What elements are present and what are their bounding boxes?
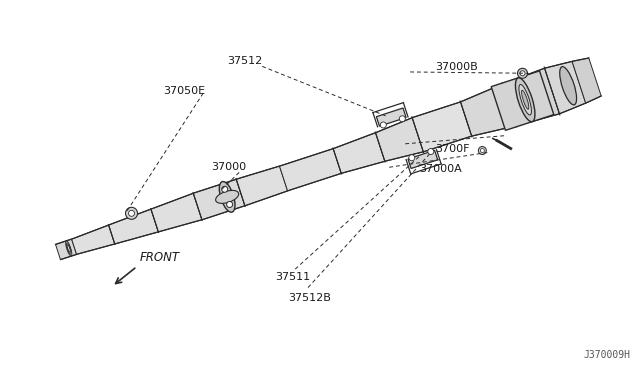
Text: FRONT: FRONT <box>140 251 180 264</box>
Circle shape <box>129 210 134 216</box>
Text: 37000: 37000 <box>211 163 246 172</box>
Text: 37511: 37511 <box>275 272 310 282</box>
Circle shape <box>380 122 387 128</box>
Polygon shape <box>492 71 554 130</box>
Circle shape <box>399 116 405 122</box>
Polygon shape <box>412 102 472 152</box>
Text: 37050E: 37050E <box>163 86 205 96</box>
Ellipse shape <box>519 84 531 115</box>
Polygon shape <box>236 166 287 206</box>
Polygon shape <box>193 179 245 220</box>
Circle shape <box>221 186 228 192</box>
Polygon shape <box>502 68 559 126</box>
Polygon shape <box>72 225 115 254</box>
Text: 37512: 37512 <box>227 57 262 66</box>
Polygon shape <box>572 58 601 103</box>
Text: 3700F: 3700F <box>435 144 470 154</box>
Polygon shape <box>151 193 202 232</box>
Circle shape <box>481 148 484 153</box>
Polygon shape <box>408 150 438 169</box>
Polygon shape <box>109 209 158 244</box>
Text: J370009H: J370009H <box>583 350 630 360</box>
Ellipse shape <box>560 67 577 105</box>
Circle shape <box>478 147 486 154</box>
Polygon shape <box>545 61 586 114</box>
Text: 37000A: 37000A <box>419 164 462 174</box>
Circle shape <box>125 207 138 219</box>
Ellipse shape <box>518 68 527 78</box>
Ellipse shape <box>220 182 235 212</box>
Text: 37000B: 37000B <box>435 62 478 72</box>
Circle shape <box>227 202 232 208</box>
Polygon shape <box>376 108 406 126</box>
Polygon shape <box>333 133 385 173</box>
Ellipse shape <box>522 90 529 109</box>
Ellipse shape <box>520 71 525 76</box>
Text: 37512B: 37512B <box>288 293 331 302</box>
Polygon shape <box>56 239 77 260</box>
Circle shape <box>428 148 434 154</box>
Circle shape <box>409 155 415 161</box>
Polygon shape <box>280 149 341 191</box>
Ellipse shape <box>515 78 535 122</box>
Polygon shape <box>461 84 516 136</box>
Polygon shape <box>376 118 424 161</box>
Ellipse shape <box>216 190 239 203</box>
